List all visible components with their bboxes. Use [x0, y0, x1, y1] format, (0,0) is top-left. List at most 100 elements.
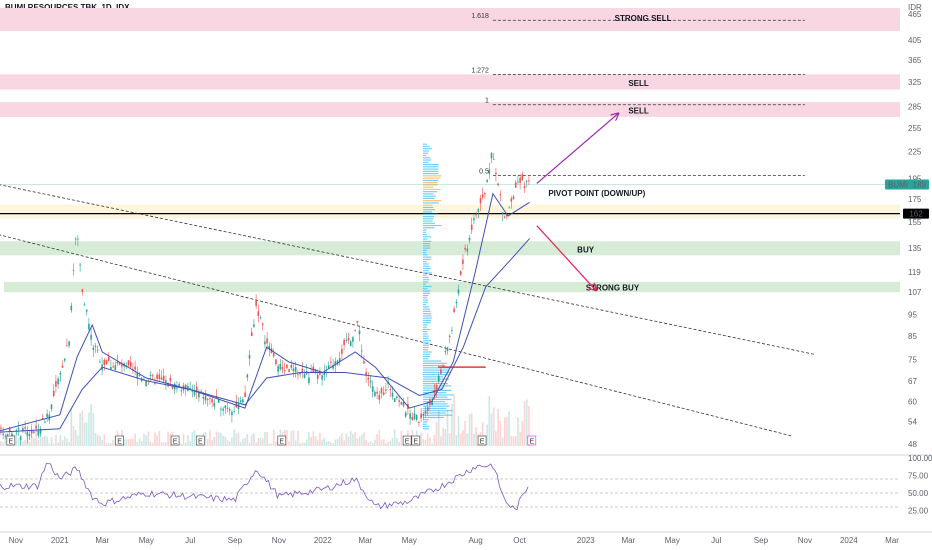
- volume-bar: [336, 439, 339, 446]
- candle-body: [488, 169, 491, 174]
- volume-profile-bar: [422, 231, 427, 233]
- price-tick-label: 54: [908, 418, 917, 427]
- volume-profile-bar: [422, 292, 431, 294]
- candle-body: [209, 398, 211, 399]
- candle-body: [525, 180, 528, 182]
- candle-body: [88, 323, 90, 330]
- volume-bar: [424, 439, 427, 446]
- volume-profile-bar: [422, 403, 448, 405]
- volume-profile-bar: [422, 276, 429, 279]
- candle-body: [455, 301, 458, 304]
- candle-body: [477, 209, 480, 212]
- time-tick-label: Sep: [754, 536, 769, 545]
- volume-profile-bar: [422, 331, 428, 333]
- volume-bar: [510, 436, 513, 446]
- candle-body: [440, 369, 442, 374]
- candle-body: [352, 337, 354, 342]
- volume-bar: [15, 430, 18, 446]
- candle-body: [193, 390, 196, 395]
- volume-bar: [378, 430, 381, 446]
- volume-bar: [356, 438, 359, 446]
- time-tick-label: Jul: [711, 536, 721, 545]
- volume-bar: [123, 439, 125, 446]
- volume-profile-bar: [422, 204, 433, 206]
- candle-body: [411, 416, 414, 420]
- candle-body: [41, 417, 44, 420]
- volume-bar: [391, 438, 394, 446]
- candle-body: [147, 380, 150, 381]
- candle-body: [510, 198, 513, 202]
- candle-body: [198, 391, 200, 398]
- volume-bar: [338, 436, 341, 446]
- candle-body: [453, 308, 455, 313]
- volume-bar: [132, 439, 134, 446]
- volume-bar: [310, 436, 312, 446]
- candle-body: [466, 248, 469, 252]
- candle-body: [191, 390, 194, 392]
- candle-body: [308, 377, 310, 384]
- volume-bar: [332, 443, 334, 446]
- candle-body: [266, 338, 268, 344]
- volume-bar: [239, 442, 242, 446]
- volume-profile-bar: [422, 306, 430, 308]
- candle-body: [30, 429, 33, 434]
- volume-bar: [209, 430, 211, 446]
- candle-body: [495, 172, 497, 175]
- volume-profile-bar: [422, 179, 439, 181]
- volume-bar: [259, 437, 262, 446]
- volume-profile-bar: [422, 172, 439, 175]
- volume-bar: [288, 441, 290, 446]
- volume-profile-bar: [422, 233, 427, 236]
- volume-bar: [466, 433, 469, 446]
- volume-bar: [420, 433, 422, 446]
- volume-bar: [319, 432, 321, 446]
- buy-label: BUY: [577, 245, 595, 254]
- volume-profile-bar: [422, 274, 427, 276]
- volume-bar: [151, 442, 154, 446]
- projection-arrow-down: [536, 225, 596, 291]
- volume-profile-bar: [422, 310, 431, 312]
- volume-profile-bar: [422, 159, 432, 161]
- price-tick-label: 155: [908, 218, 922, 227]
- volume-profile-bar: [422, 373, 449, 376]
- volume-profile-bar: [422, 188, 441, 190]
- volume-bar: [182, 434, 185, 446]
- volume-bar: [486, 424, 488, 446]
- earnings-marker-label: E: [8, 439, 13, 446]
- pivot-price-value: 162: [909, 210, 923, 219]
- volume-bar: [24, 439, 26, 446]
- volume-bar: [305, 439, 308, 446]
- volume-profile-bar: [422, 349, 428, 351]
- volume-profile-bar: [422, 376, 444, 378]
- volume-profile-bar: [422, 184, 438, 186]
- candle-body: [160, 377, 163, 380]
- volume-bar: [266, 431, 268, 446]
- price-tick-label: 285: [908, 103, 922, 112]
- volume-bar: [363, 432, 365, 446]
- candle-body: [272, 353, 275, 357]
- candle-body: [72, 270, 75, 271]
- volume-bar: [77, 435, 79, 446]
- candle-body: [213, 402, 216, 407]
- candle-body: [508, 207, 510, 209]
- volume-bar: [323, 437, 326, 446]
- volume-bar: [90, 403, 92, 446]
- candle-body: [77, 238, 79, 240]
- volume-bar: [429, 437, 431, 446]
- volume-profile-bar: [422, 220, 433, 222]
- price-tick-label: 175: [908, 195, 922, 204]
- volume-bar: [189, 440, 191, 446]
- volume-profile-bar: [422, 186, 434, 188]
- candle-body: [0, 427, 2, 429]
- volume-bar: [167, 431, 169, 446]
- volume-bar: [96, 434, 99, 446]
- volume-bar: [475, 427, 477, 446]
- candle-body: [253, 324, 255, 328]
- volume-bar: [44, 436, 46, 446]
- volume-bar: [308, 432, 310, 446]
- volume-bar: [341, 433, 343, 446]
- volume-bar: [30, 436, 33, 446]
- candle-body: [202, 397, 205, 399]
- candle-body: [281, 366, 284, 370]
